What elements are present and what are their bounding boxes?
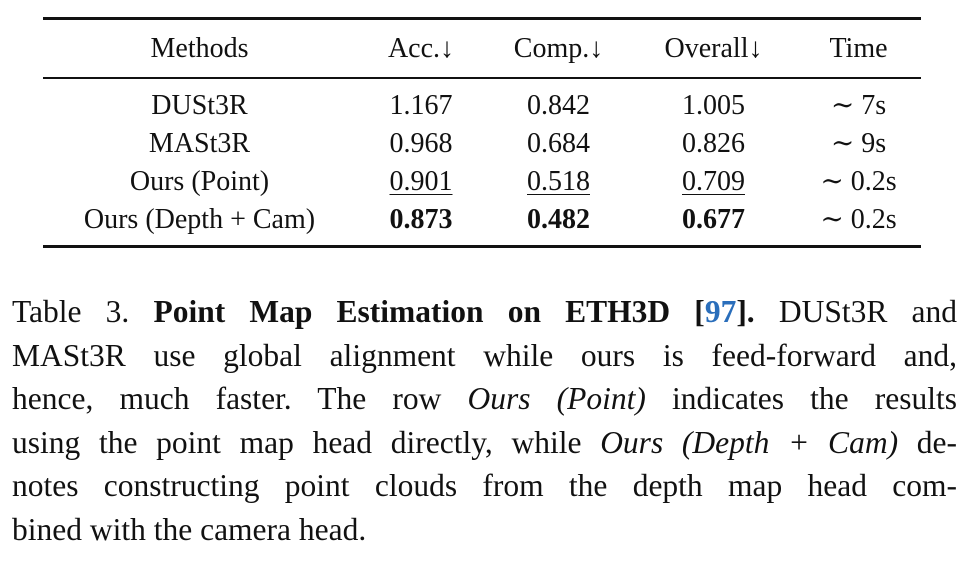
caption-line-5: notes constructing point clouds from the… bbox=[12, 468, 957, 503]
cell-time: ∼ 0.2s bbox=[820, 166, 897, 197]
caption-label: Table 3. bbox=[12, 294, 130, 329]
cell-comp: 0.842 bbox=[527, 90, 590, 121]
table-header-row: Methods Acc.↓ Comp.↓ Overall↓ Time bbox=[43, 18, 921, 79]
cell-acc: 0.968 bbox=[389, 128, 453, 159]
header-comp: Comp.↓ bbox=[513, 32, 604, 64]
caption-text: indicates the results bbox=[645, 381, 957, 416]
cell-acc: 0.873 bbox=[356, 201, 486, 247]
cell-acc: 1.167 bbox=[389, 90, 453, 121]
cell-time: ∼ 9s bbox=[830, 128, 887, 159]
cell-method: Ours (Point) bbox=[129, 166, 270, 197]
caption-text: de- bbox=[898, 424, 957, 460]
cell-comp: 0.684 bbox=[527, 128, 590, 159]
caption-line-1: Table 3. Point Map Estimation on ETH3D [… bbox=[12, 290, 957, 334]
best-value: 0.482 bbox=[527, 204, 590, 235]
header-overall: Overall↓ bbox=[664, 32, 763, 64]
second-best-value: 0.518 bbox=[527, 166, 590, 197]
cell-method: MASt3R bbox=[148, 128, 251, 159]
caption-line-3: hence, much faster. The row Ours (Point)… bbox=[12, 377, 957, 421]
caption-title-text: Point Map Estimation on ETH3D [ bbox=[153, 294, 705, 329]
cell-time: ∼ 0.2s bbox=[820, 204, 897, 235]
second-best-value: 0.709 bbox=[682, 166, 745, 197]
cell-time: ∼ 7s bbox=[830, 90, 887, 121]
results-table-container: Methods Acc.↓ Comp.↓ Overall↓ Time DUSt3… bbox=[43, 17, 921, 248]
best-value: 0.677 bbox=[682, 204, 745, 235]
table-row: DUSt3R 1.167 0.842 1.005 ∼ 7s bbox=[43, 78, 921, 125]
table-row: Ours (Depth + Cam) 0.873 0.482 0.677 ∼ 0… bbox=[43, 201, 921, 247]
cell-overall: 0.709 bbox=[631, 163, 796, 201]
caption-line-4: using the point map head directly, while… bbox=[12, 421, 957, 465]
table-row: MASt3R 0.968 0.684 0.826 ∼ 9s bbox=[43, 125, 921, 163]
caption-line-6: bined with the camera head. bbox=[12, 511, 367, 547]
header-methods: Methods bbox=[150, 32, 249, 64]
caption-title: Point Map Estimation on ETH3D [97]. bbox=[153, 294, 754, 329]
caption-title-close: ]. bbox=[736, 294, 755, 329]
caption-line-1-tail: DUSt3R and bbox=[778, 294, 958, 329]
results-table: Methods Acc.↓ Comp.↓ Overall↓ Time DUSt3… bbox=[43, 17, 921, 248]
caption-italic-term: Ours (Depth + Cam) bbox=[600, 424, 899, 460]
cell-method: DUSt3R bbox=[151, 90, 248, 121]
cell-overall: 1.005 bbox=[682, 90, 745, 121]
table-row: Ours (Point) 0.901 0.518 0.709 ∼ 0.2s bbox=[43, 163, 921, 201]
caption-text: using the point map head directly, while bbox=[12, 424, 601, 460]
cell-overall: 0.826 bbox=[682, 128, 745, 159]
caption-text: hence, much faster. The row bbox=[12, 381, 468, 416]
cell-comp: 0.482 bbox=[486, 201, 631, 247]
cell-method: Ours (Depth + Cam) bbox=[83, 204, 316, 235]
second-best-value: 0.901 bbox=[389, 166, 453, 197]
caption-italic-term: Ours (Point) bbox=[467, 381, 646, 416]
best-value: 0.873 bbox=[389, 204, 453, 235]
caption-line-2: MASt3R use global alignment while ours i… bbox=[12, 337, 957, 373]
table-caption: Table 3. Point Map Estimation on ETH3D [… bbox=[12, 290, 957, 551]
citation-link[interactable]: 97 bbox=[704, 294, 737, 329]
header-time: Time bbox=[829, 32, 888, 64]
cell-overall: 0.677 bbox=[631, 201, 796, 247]
header-acc: Acc.↓ bbox=[387, 32, 455, 64]
cell-acc: 0.901 bbox=[356, 163, 486, 201]
cell-comp: 0.518 bbox=[486, 163, 631, 201]
